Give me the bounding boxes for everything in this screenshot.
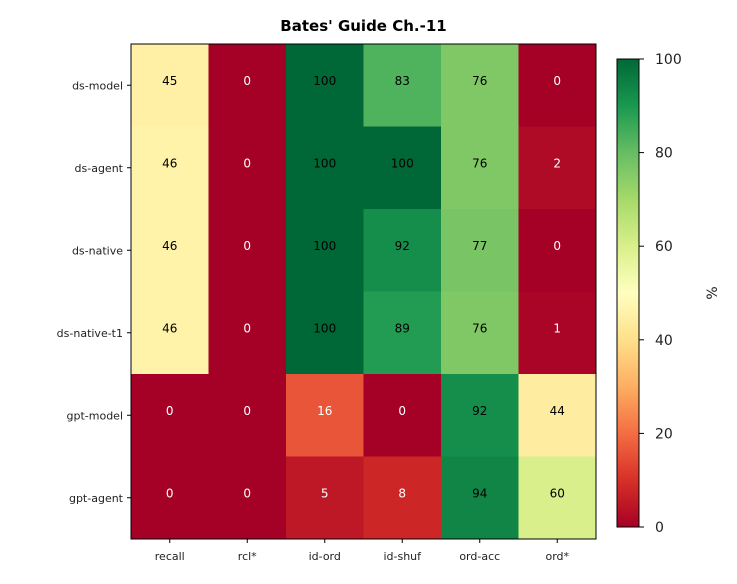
column-tick-label: recall xyxy=(155,550,185,563)
cell-value-label: 0 xyxy=(243,239,251,253)
cell-value-label: 46 xyxy=(162,156,177,170)
heatmap-cell xyxy=(208,456,287,540)
cell-value-label: 83 xyxy=(395,74,410,88)
row-tick-label: ds-native xyxy=(72,244,123,257)
cell-value-label: 46 xyxy=(162,321,177,335)
cell-value-label: 100 xyxy=(313,321,336,335)
cell-value-label: 77 xyxy=(472,239,487,253)
cell-value-label: 60 xyxy=(550,486,565,500)
heatmap-cell xyxy=(131,291,209,375)
colorbar-tick-label: 100 xyxy=(655,52,682,68)
column-tick-label: ord* xyxy=(545,550,569,563)
heatmap-cell xyxy=(441,374,519,457)
cell-value-label: 92 xyxy=(395,239,410,253)
colorbar: 0 20 40 60 80 100% xyxy=(616,52,721,536)
chart-title: Bates' Guide Ch.-11 xyxy=(280,17,446,35)
cell-value-label: 0 xyxy=(166,404,174,418)
heatmap-cell xyxy=(286,374,364,457)
column-tick-label: rcl* xyxy=(238,550,257,563)
heatmap-cell xyxy=(286,209,364,292)
heatmap-cell xyxy=(441,209,519,292)
heatmap-cell xyxy=(441,456,519,540)
heatmap-cell xyxy=(286,456,364,540)
row-tick-label: ds-native-t1 xyxy=(57,327,123,340)
cell-value-label: 2 xyxy=(553,156,561,170)
heatmap-cell xyxy=(208,126,287,210)
heatmap-cell xyxy=(363,44,442,127)
cell-value-label: 0 xyxy=(166,486,174,500)
heatmap-cell xyxy=(286,44,364,127)
heatmap-cell xyxy=(363,456,442,540)
column-tick-label: ord-acc xyxy=(459,550,500,563)
heatmap-cell xyxy=(131,374,209,457)
colorbar-tick-label: 0 xyxy=(655,520,664,536)
cell-value-label: 0 xyxy=(243,404,251,418)
cell-value-label: 44 xyxy=(550,404,565,418)
plot-frame xyxy=(130,43,597,540)
cell-value-label: 16 xyxy=(317,404,332,418)
cell-value-label: 100 xyxy=(313,239,336,253)
column-tick-label: id-ord xyxy=(309,550,341,563)
colorbar-tick-label: 20 xyxy=(655,426,673,442)
cell-value-label: 100 xyxy=(313,74,336,88)
cell-value-label: 92 xyxy=(472,404,487,418)
heatmap-cell xyxy=(518,374,597,457)
heatmap-cell xyxy=(363,374,442,457)
cell-value-label: 94 xyxy=(472,486,487,500)
colorbar-tick-label: 80 xyxy=(655,146,673,162)
heatmap-cell xyxy=(208,374,287,457)
heatmap-cell xyxy=(518,209,597,292)
cell-value-label: 76 xyxy=(472,74,487,88)
cell-value-label: 1 xyxy=(553,321,561,335)
heatmap-cell xyxy=(208,44,287,127)
heatmap-cell xyxy=(518,291,597,375)
heatmap-cell xyxy=(286,291,364,375)
cell-value-label: 100 xyxy=(391,156,414,170)
cell-value-label: 0 xyxy=(553,239,561,253)
row-tick-label: gpt-model xyxy=(67,409,124,422)
heatmap-cell xyxy=(363,291,442,375)
cell-value-label: 8 xyxy=(398,486,406,500)
heatmap-cell xyxy=(441,126,519,210)
colorbar-gradient xyxy=(616,58,640,528)
row-tick-label: ds-model xyxy=(72,79,123,92)
heatmap-cell xyxy=(208,291,287,375)
cell-value-label: 45 xyxy=(162,74,177,88)
row-tick-labels: ds-model ds-agent ds-native ds-native-t1 gpt… xyxy=(57,79,131,505)
cell-value-label: 0 xyxy=(243,156,251,170)
heatmap-cell xyxy=(131,126,209,210)
heatmap-cell xyxy=(441,291,519,375)
heatmap-cell xyxy=(131,456,209,540)
cell-value-label: 5 xyxy=(321,486,329,500)
colorbar-tick-label: 60 xyxy=(655,239,673,255)
heatmap-cell xyxy=(286,126,364,210)
cell-value-label: 0 xyxy=(243,486,251,500)
cell-value-label: 89 xyxy=(395,321,410,335)
heatmap-cell xyxy=(131,209,209,292)
heatmap-cell xyxy=(441,44,519,127)
cell-value-label: 0 xyxy=(553,74,561,88)
heatmap-cell xyxy=(518,126,597,210)
heatmap-cell xyxy=(363,126,442,210)
colorbar-label: % xyxy=(705,286,721,299)
heatmap-cell xyxy=(518,456,597,540)
colorbar-tick-label: 40 xyxy=(655,333,673,349)
cell-value-label: 0 xyxy=(243,74,251,88)
heatmap-cell xyxy=(518,44,597,127)
heatmap-cell xyxy=(131,44,209,127)
column-tick-labels: recall rcl* id-ord id-shuf ord-acc ord* xyxy=(155,539,570,563)
heatmap-cell xyxy=(363,209,442,292)
cell-value-label: 76 xyxy=(472,156,487,170)
row-tick-label: ds-agent xyxy=(75,162,124,175)
heatmap-cell xyxy=(208,209,287,292)
cell-value-label: 76 xyxy=(472,321,487,335)
cell-value-label: 100 xyxy=(313,156,336,170)
cell-value-label: 0 xyxy=(243,321,251,335)
cell-value-label: 46 xyxy=(162,239,177,253)
column-tick-label: id-shuf xyxy=(383,550,422,563)
heatmap-cells: 45 0 100 83 76 046 0 100 100 76 246 0 100 92 77 046 0 100… xyxy=(131,44,597,540)
cell-value-label: 0 xyxy=(398,404,406,418)
row-tick-label: gpt-agent xyxy=(69,492,124,505)
